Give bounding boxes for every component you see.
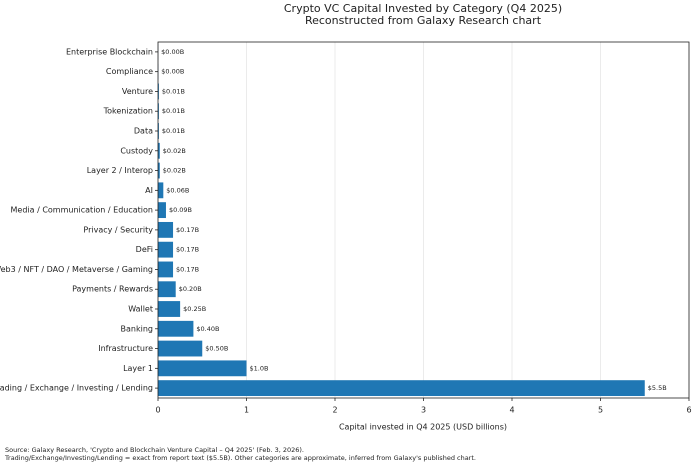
y-tick-label: AI (145, 186, 153, 195)
bar (158, 221, 174, 238)
value-label: $0.00B (161, 48, 184, 56)
value-label: $0.02B (163, 147, 186, 155)
value-label: $0.09B (169, 206, 192, 214)
bar (158, 261, 174, 278)
y-tick-label: Data (134, 127, 153, 136)
y-tick-label: Trading / Exchange / Investing / Lending (0, 384, 153, 393)
value-label: $0.01B (162, 127, 185, 135)
chart-subtitle: Reconstructed from Galaxy Research chart (305, 14, 542, 27)
value-label: $0.02B (163, 167, 186, 175)
value-label: $0.40B (196, 325, 219, 333)
x-tick-label: 5 (598, 406, 603, 415)
y-tick-label: DeFi (136, 245, 153, 254)
bar (158, 83, 159, 100)
y-tick-label: Privacy / Security (83, 225, 153, 234)
bar (158, 123, 159, 139)
method-note: Trading/Exchange/Investing/Lending = exa… (4, 454, 476, 462)
value-label: $0.50B (205, 345, 228, 353)
y-tick-label: Infrastructure (98, 344, 153, 353)
bar (158, 340, 203, 357)
value-label: $5.5B (648, 384, 667, 392)
y-tick-label: Payments / Rewards (72, 285, 153, 294)
bar (158, 281, 176, 298)
bar (158, 162, 160, 179)
y-tick-label: Tokenization (103, 107, 153, 116)
x-tick-label: 4 (509, 406, 514, 415)
value-label: $0.20B (179, 285, 202, 293)
y-tick-label: Custody (120, 146, 153, 155)
y-tick-label: Enterprise Blockchain (66, 47, 153, 56)
x-tick-label: 1 (244, 406, 249, 415)
y-tick-label: Venture (122, 87, 153, 96)
bar (158, 241, 174, 258)
y-tick-label: Web3 / NFT / DAO / Metaverse / Gaming (0, 265, 153, 274)
value-label: $0.17B (176, 265, 199, 273)
y-tick-label: Compliance (106, 67, 153, 76)
bar (158, 202, 166, 219)
value-label: $0.01B (162, 87, 185, 95)
bar (158, 320, 194, 337)
source-note: Source: Galaxy Research, 'Crypto and Blo… (5, 446, 304, 454)
plot-frame (157, 41, 690, 399)
y-tick-label: Layer 2 / Interop (87, 166, 153, 175)
bar (158, 301, 181, 317)
value-label: $0.17B (176, 226, 199, 234)
x-tick-label: 2 (332, 406, 337, 415)
bar (158, 182, 164, 199)
value-label: $1.0B (250, 364, 269, 372)
y-tick-label: Banking (121, 324, 153, 333)
value-label: $0.00B (161, 68, 184, 76)
value-label: $0.17B (176, 246, 199, 254)
value-label: $0.01B (162, 107, 185, 115)
value-label: $0.06B (166, 186, 189, 194)
x-tick-label: 6 (686, 406, 691, 415)
bar (158, 103, 159, 120)
y-tick-label: Layer 1 (123, 364, 153, 373)
bar (158, 360, 247, 377)
x-axis-label: Capital invested in Q4 2025 (USD billion… (339, 423, 507, 432)
x-tick-label: 3 (421, 406, 426, 415)
y-tick-label: Wallet (128, 305, 153, 314)
y-tick-label: Media / Communication / Education (11, 206, 153, 215)
bar (158, 380, 645, 397)
bar (158, 142, 160, 159)
x-tick-label: 0 (155, 406, 160, 415)
chart-title: Crypto VC Capital Invested by Category (… (284, 2, 562, 15)
value-label: $0.25B (183, 305, 206, 313)
